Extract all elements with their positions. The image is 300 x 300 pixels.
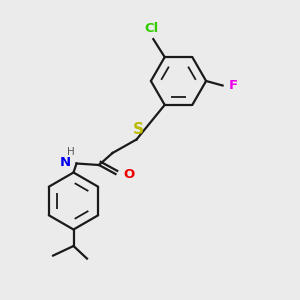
Text: Cl: Cl xyxy=(145,22,159,35)
Text: O: O xyxy=(123,168,134,181)
Text: H: H xyxy=(67,147,75,157)
Text: N: N xyxy=(60,156,71,169)
Text: S: S xyxy=(133,122,143,137)
Text: F: F xyxy=(229,79,238,92)
